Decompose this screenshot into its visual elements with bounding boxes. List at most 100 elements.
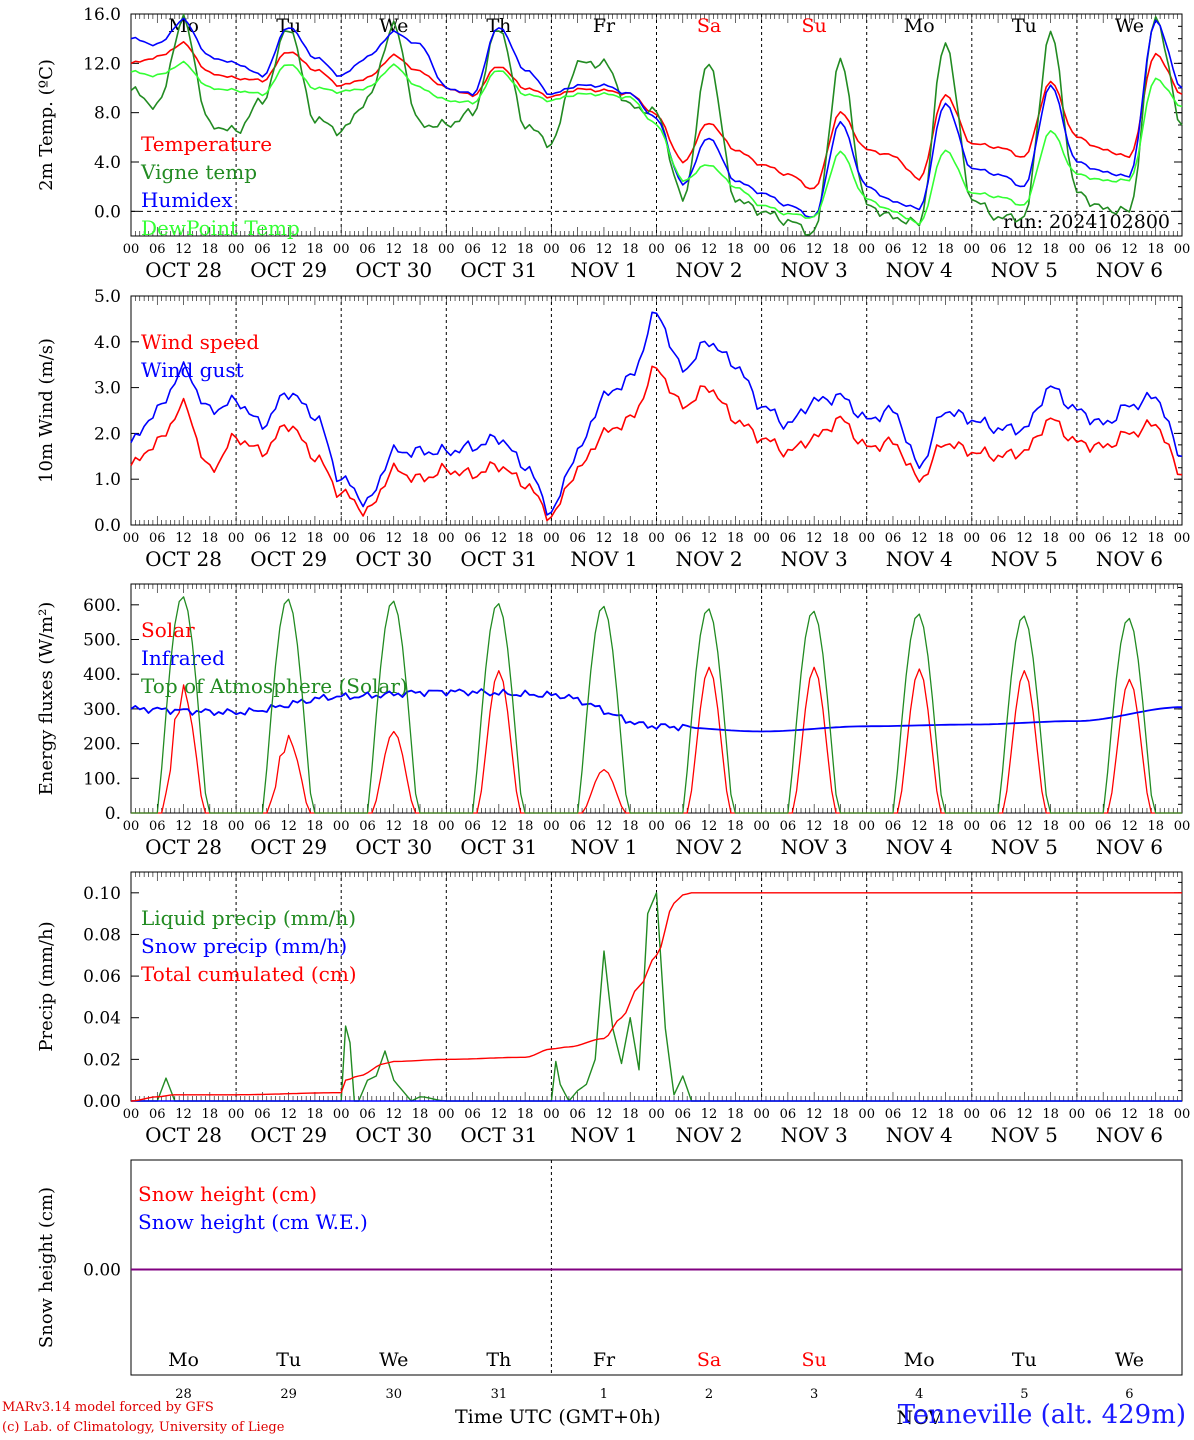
hour-label: 18 <box>412 531 429 546</box>
hour-label: 06 <box>990 1107 1007 1122</box>
hour-label: 00 <box>438 531 455 546</box>
bottom-month: NOV <box>896 1407 942 1429</box>
hour-label: 18 <box>307 531 324 546</box>
bottom-day-name: We <box>1115 1349 1144 1371</box>
date-label: OCT 30 <box>355 835 432 859</box>
hour-label: 06 <box>464 819 481 834</box>
hour-label: 12 <box>175 1107 192 1122</box>
hour-label: 00 <box>1174 1107 1191 1122</box>
y-tick-label: 0.06 <box>83 967 121 987</box>
date-label: NOV 2 <box>676 835 743 859</box>
series-line <box>130 13 1183 236</box>
hour-label: 12 <box>280 531 297 546</box>
date-label: OCT 31 <box>460 835 537 859</box>
series-line <box>130 17 1183 218</box>
hour-label: 06 <box>359 242 376 257</box>
legend-entry: Infrared <box>141 646 225 670</box>
legend-entry: Wind gust <box>141 358 244 382</box>
hour-label: 18 <box>202 531 219 546</box>
hour-label: 18 <box>727 242 744 257</box>
hour-label: 06 <box>885 531 902 546</box>
legend-entry: Solar <box>141 618 195 642</box>
hour-label: 18 <box>412 819 429 834</box>
hour-label: 12 <box>175 242 192 257</box>
hour-label: 12 <box>385 819 402 834</box>
hour-label: 06 <box>569 242 586 257</box>
hour-label: 12 <box>1121 242 1138 257</box>
hour-label: 00 <box>858 531 875 546</box>
model-credit: MARv3.14 model forced by GFS <box>2 1400 214 1415</box>
date-label: NOV 3 <box>781 258 848 282</box>
day-name: Su <box>802 15 827 37</box>
y-tick-label: 0.0 <box>94 516 121 536</box>
hour-label: 18 <box>727 819 744 834</box>
date-label: NOV 1 <box>570 547 637 571</box>
hour-label: 00 <box>648 242 665 257</box>
legend-entry: Wind speed <box>141 330 259 354</box>
hour-label: 00 <box>543 1107 560 1122</box>
hour-label: 00 <box>964 819 981 834</box>
hour-label: 06 <box>359 1107 376 1122</box>
hour-label: 06 <box>464 1107 481 1122</box>
hour-label: 00 <box>543 242 560 257</box>
y-tick-label: 1.0 <box>94 470 121 490</box>
y-tick-label: 0.00 <box>83 1092 121 1112</box>
date-label: OCT 31 <box>460 1123 537 1147</box>
hour-label: 12 <box>806 531 823 546</box>
day-name: Mo <box>168 15 199 37</box>
date-label: NOV 2 <box>676 258 743 282</box>
hour-label: 06 <box>780 531 797 546</box>
hour-label: 06 <box>1095 242 1112 257</box>
bottom-day-number: 31 <box>491 1387 508 1402</box>
hour-label: 06 <box>359 819 376 834</box>
panel-frame <box>130 1159 1183 1376</box>
legend-entry: Total cumulated (cm) <box>141 962 357 986</box>
date-label: OCT 28 <box>145 835 222 859</box>
hour-label: 00 <box>438 1107 455 1122</box>
hour-label: 00 <box>1174 531 1191 546</box>
hour-label: 00 <box>964 531 981 546</box>
date-label: OCT 31 <box>460 258 537 282</box>
hour-label: 06 <box>675 1107 692 1122</box>
date-label: NOV 4 <box>886 835 953 859</box>
day-name: Th <box>486 15 511 37</box>
hour-label: 18 <box>307 819 324 834</box>
legend-entry: Humidex <box>141 188 233 212</box>
y-tick-label: 2.0 <box>94 424 121 444</box>
date-label: NOV 4 <box>886 1123 953 1147</box>
hour-label: 00 <box>333 819 350 834</box>
y-tick-label: 200. <box>83 735 121 755</box>
day-name: Sa <box>697 15 721 37</box>
hour-label: 00 <box>648 1107 665 1122</box>
hour-label: 06 <box>990 242 1007 257</box>
bottom-day-number: 28 <box>175 1387 192 1402</box>
hour-label: 06 <box>780 819 797 834</box>
hour-label: 12 <box>385 1107 402 1122</box>
hour-label: 18 <box>517 531 534 546</box>
hour-label: 18 <box>1147 819 1164 834</box>
hour-label: 18 <box>832 242 849 257</box>
day-name: We <box>1115 15 1144 37</box>
legend-entry: Liquid precip (mm/h) <box>141 906 356 930</box>
y-tick-label: 8.0 <box>94 104 121 124</box>
hour-label: 00 <box>1174 242 1191 257</box>
hour-label: 12 <box>385 531 402 546</box>
hour-label: 06 <box>254 1107 271 1122</box>
hour-label: 12 <box>175 819 192 834</box>
y-tick-label: 3.0 <box>94 379 121 399</box>
hour-label: 06 <box>885 819 902 834</box>
hour-label: 06 <box>149 819 166 834</box>
hour-label: 12 <box>491 1107 508 1122</box>
hour-label: 18 <box>1042 242 1059 257</box>
y-tick-label: 0. <box>105 804 121 824</box>
y-tick-label: 0.04 <box>83 1009 121 1029</box>
hour-label: 12 <box>806 819 823 834</box>
y-tick-label: 0.08 <box>83 925 121 945</box>
hour-label: 12 <box>1016 819 1033 834</box>
hour-label: 12 <box>491 242 508 257</box>
bottom-day-number: 6 <box>1125 1387 1133 1402</box>
bottom-day-name: Fr <box>593 1349 616 1371</box>
hour-label: 06 <box>885 242 902 257</box>
hour-label: 06 <box>675 531 692 546</box>
y-tick-label: 0.02 <box>83 1050 121 1070</box>
